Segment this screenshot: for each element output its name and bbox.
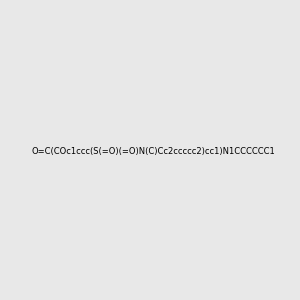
Text: O=C(COc1ccc(S(=O)(=O)N(C)Cc2ccccc2)cc1)N1CCCCCC1: O=C(COc1ccc(S(=O)(=O)N(C)Cc2ccccc2)cc1)N… bbox=[32, 147, 276, 156]
